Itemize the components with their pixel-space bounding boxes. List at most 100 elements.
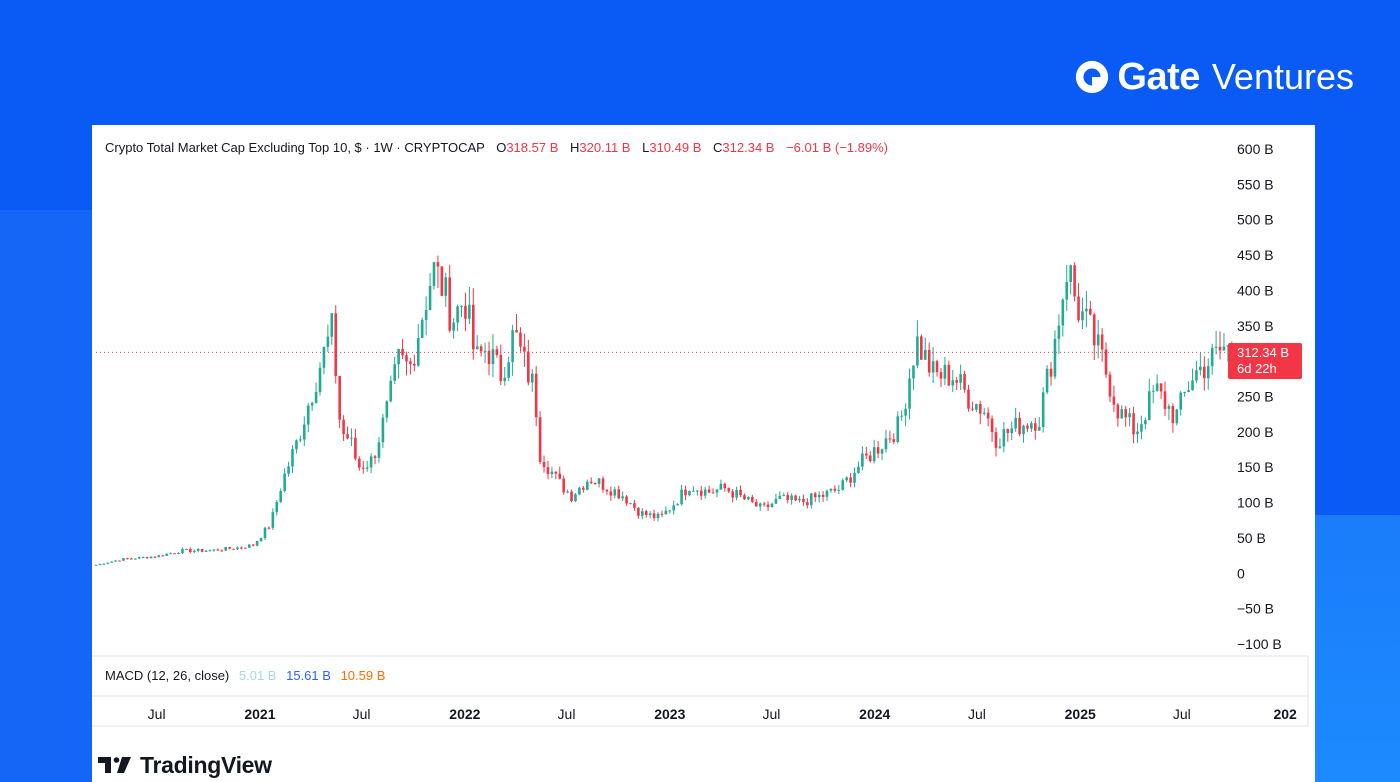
candle-body [385,401,389,418]
candle-body [1210,347,1214,367]
candle-body [1081,311,1084,321]
candle-body [986,412,990,419]
candle-body [1124,409,1128,418]
candle-body [1037,426,1041,431]
candle-body [770,503,774,508]
candle-body [420,319,424,338]
candle-body [664,510,668,515]
y-tick-label: 400 B [1237,282,1274,298]
candle-body [723,483,727,489]
x-tick-label: 2023 [654,706,685,722]
candle-body [1226,345,1230,347]
candle-body [648,513,652,516]
candle-body [821,494,825,497]
candle-body [1096,334,1100,346]
candle-body [283,473,286,492]
candle-body [1120,409,1124,419]
y-tick-label: 550 B [1237,176,1274,192]
candle-body [534,373,538,418]
candle-body [1006,429,1010,434]
tradingview-wordmark: TradingView [140,751,272,778]
candle-body [707,489,711,493]
candle-body [656,513,660,519]
candle-body [794,495,797,501]
legend-close-label: C [713,140,723,155]
candle-body [621,496,624,499]
candle-body [971,408,974,410]
candle-body [519,332,522,347]
candle-body [798,498,801,501]
candle-body [751,496,754,502]
y-tick-label: 0 [1237,565,1245,581]
candle-body [813,493,817,498]
candle-body [994,432,998,448]
legend-low: 310.49 B [649,140,702,155]
macd-legend[interactable]: MACD (12, 26, close) 5.01 B 15.61 B 10.5… [105,668,385,683]
x-tick-label: Jul [1173,706,1191,722]
candle-body [1018,417,1021,435]
background-accent-left [0,210,92,782]
candle-body [582,487,585,490]
candle-body [1167,406,1171,409]
candle-body [330,313,334,337]
candle-body [212,549,216,551]
candle-body [762,503,766,505]
candle-body [1140,424,1143,432]
candle-body [1108,374,1112,397]
candle-body [523,346,526,352]
candle-body [593,482,597,484]
x-tick-label: 2024 [859,706,890,722]
candle-body [692,490,695,492]
candle-body [904,408,907,416]
candle-body [240,547,243,549]
candle-body [884,438,888,450]
candle-body [200,549,204,552]
legend-title: Crypto Total Market Cap Excluding Top 10… [105,140,485,155]
candle-body [672,505,676,511]
candle-body [896,416,900,442]
candle-body [204,550,208,552]
candle-body [244,547,247,549]
candle-body [837,489,841,491]
candle-body [637,507,640,516]
candle-body [232,548,235,550]
candle-body [668,510,672,512]
candle-body [574,494,577,502]
candle-body [597,478,601,484]
candle-body [1218,346,1222,351]
candle-body [931,361,935,373]
candle-body [1206,366,1210,379]
legend-change: −6.01 B (−1.89%) [786,140,888,155]
current-price-value: 312.34 B [1237,345,1290,360]
candle-body [373,456,377,458]
candle-body [1112,396,1116,405]
candle-body [228,547,231,549]
candle-body [1014,417,1017,429]
candle-body [196,549,200,551]
candle-body [817,494,821,498]
candle-body [409,361,412,364]
candle-body [1041,392,1045,427]
candle-body [943,364,947,379]
candle-body [468,304,471,319]
candle-body [326,336,330,347]
candle-body [259,537,263,542]
candle-body [617,489,621,499]
candle-body [318,367,322,393]
candle-body [699,490,703,496]
candle-body [570,491,573,502]
candle-body [1069,265,1072,282]
candle-body [935,361,939,373]
candle-body [287,466,290,474]
candle-body [1085,308,1088,312]
tradingview-logo[interactable]: TradingView [98,750,272,780]
candle-body [676,504,679,506]
candle-body [475,346,479,350]
candle-body [499,354,503,382]
candle-countdown: 6d 22h [1237,361,1277,376]
candle-body [967,389,970,409]
macd-label: MACD (12, 26, close) [105,668,230,683]
candle-body [550,471,554,475]
candle-body [224,547,227,551]
